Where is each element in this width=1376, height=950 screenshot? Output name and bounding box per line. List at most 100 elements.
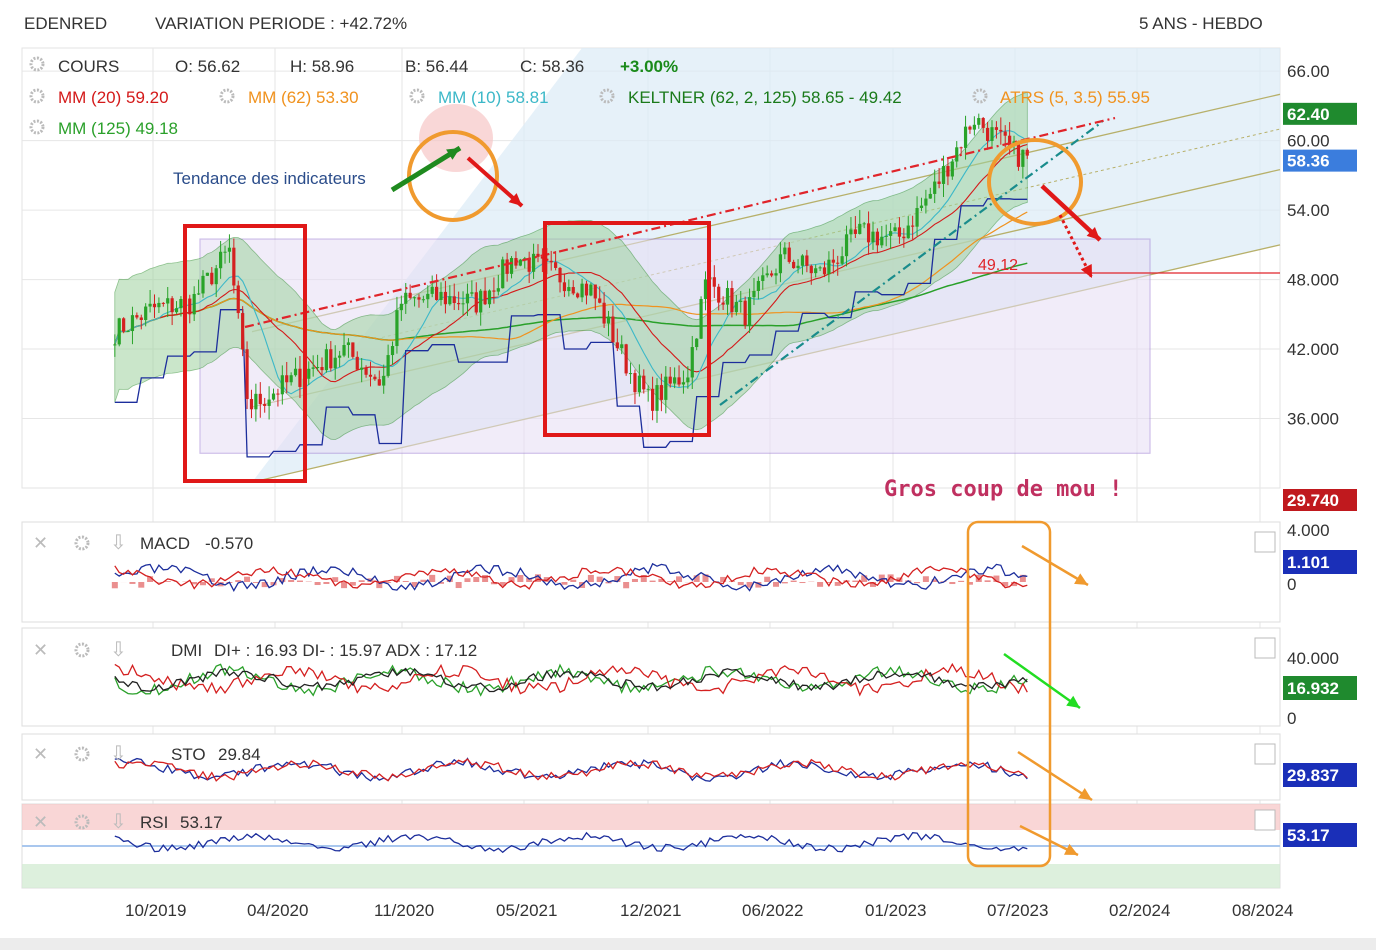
macd-histogram-bar [1011,582,1018,587]
candle-body [946,166,950,177]
macd-histogram-bar [755,582,762,588]
candle-body [412,297,417,299]
indicator-badge-label: 1.101 [1287,553,1330,572]
macd-histogram-bar [966,582,973,585]
candle-body [576,293,580,298]
price-badge-label: 29.740 [1287,491,1339,510]
arrow-down-icon: ⇩ [110,811,127,833]
macd-histogram-bar [869,582,876,587]
macd-histogram-bar [411,582,418,587]
candle-body [924,198,928,206]
macd-histogram-bar [464,578,471,582]
trend-indicator-circle [407,130,499,222]
macd-signal-line [114,565,1028,590]
candle-body [637,375,641,393]
candle-body [514,258,518,266]
candle-body [721,302,725,305]
ticker-title: EDENRED [24,14,108,33]
macd-histogram-bar [429,574,436,582]
candle-body [620,344,624,349]
candle-body [492,290,496,292]
close-icon: ✕ [33,812,48,832]
price-tick: 48.000 [1287,271,1339,290]
candle-body [135,315,139,318]
candle-body [615,342,619,349]
candle-body [241,313,245,350]
macd-histogram-bar [587,574,594,582]
macd-histogram-bar [111,582,118,589]
macd-histogram-bar [261,582,268,588]
macd-histogram-bar [508,577,515,582]
macd-histogram-bar [288,580,295,582]
candle-body [928,193,932,199]
rsi-value: 53.17 [180,813,223,832]
candles [113,113,1029,423]
candle-body [117,318,121,345]
macd-histogram-bar [296,580,303,582]
candle-body [814,268,818,274]
price-tick: 42.000 [1287,340,1339,359]
candle-body [483,290,487,305]
macd-histogram-bar [217,582,224,587]
candle-body [293,368,298,376]
footer-bar [0,938,1376,950]
macd-histogram-bar [129,582,136,584]
candle-body [902,236,906,239]
mm62-line [114,211,1028,345]
gear-icon [219,88,235,104]
candle-body [461,303,465,305]
close-icon: ✕ [33,640,48,660]
candle-body [157,302,161,308]
candle-body [981,118,985,128]
macd-histogram-bar [693,575,700,582]
candle-body [840,256,844,264]
candle-body [417,297,421,300]
atrs-stop-line [114,198,1028,458]
trend-annotation: Tendance des indicateurs [173,169,366,188]
candle-body [990,127,994,141]
candle-body [113,344,117,346]
candle-body [219,251,223,269]
price-top-circle [987,138,1083,226]
dmi-minus-line [114,662,1028,697]
macd-histogram-bar [402,580,409,582]
gear-icon [29,56,45,72]
rsi-label: RSI [140,813,168,832]
macd-histogram-bar [737,582,744,586]
candle-body [963,126,968,148]
macd-histogram-bar [667,581,674,582]
price-tick: 60.00 [1287,132,1330,151]
candle-body [593,284,597,299]
candle-body [628,373,633,375]
candle-body [518,259,522,266]
macd-histogram-bar [358,580,365,582]
dmi-tick: 0 [1287,709,1296,728]
macd-histogram-bar [270,582,277,586]
macd-histogram-bar [958,580,965,582]
macd-histogram-bar [676,576,683,582]
candle-body [756,280,760,292]
candle-body [598,298,602,303]
candle-body [836,262,840,264]
candle-body [377,379,381,386]
candle-body [933,181,937,194]
candle-body [311,367,315,369]
candle-body [267,399,271,406]
red-drop-arrow [1040,184,1102,242]
green-trend-arrow-head [446,148,460,160]
candle-body [126,331,130,333]
macd-histogram-bar [191,582,198,585]
candle-body [210,272,214,285]
candle-body [765,273,769,276]
candle-body [968,126,972,130]
variation-label: VARIATION PERIODE : +42.72% [155,14,408,33]
sto-down-arrow [1017,750,1093,802]
macd-histogram-bar [199,582,206,586]
rsi-down-arrow-head [1064,843,1078,855]
macd-histogram-bar [473,576,480,582]
candle-body [633,373,637,393]
price-badge [1283,489,1357,511]
candle-body [752,291,756,298]
macd-histogram-bar [420,579,427,582]
macd-histogram-bar [155,582,162,583]
